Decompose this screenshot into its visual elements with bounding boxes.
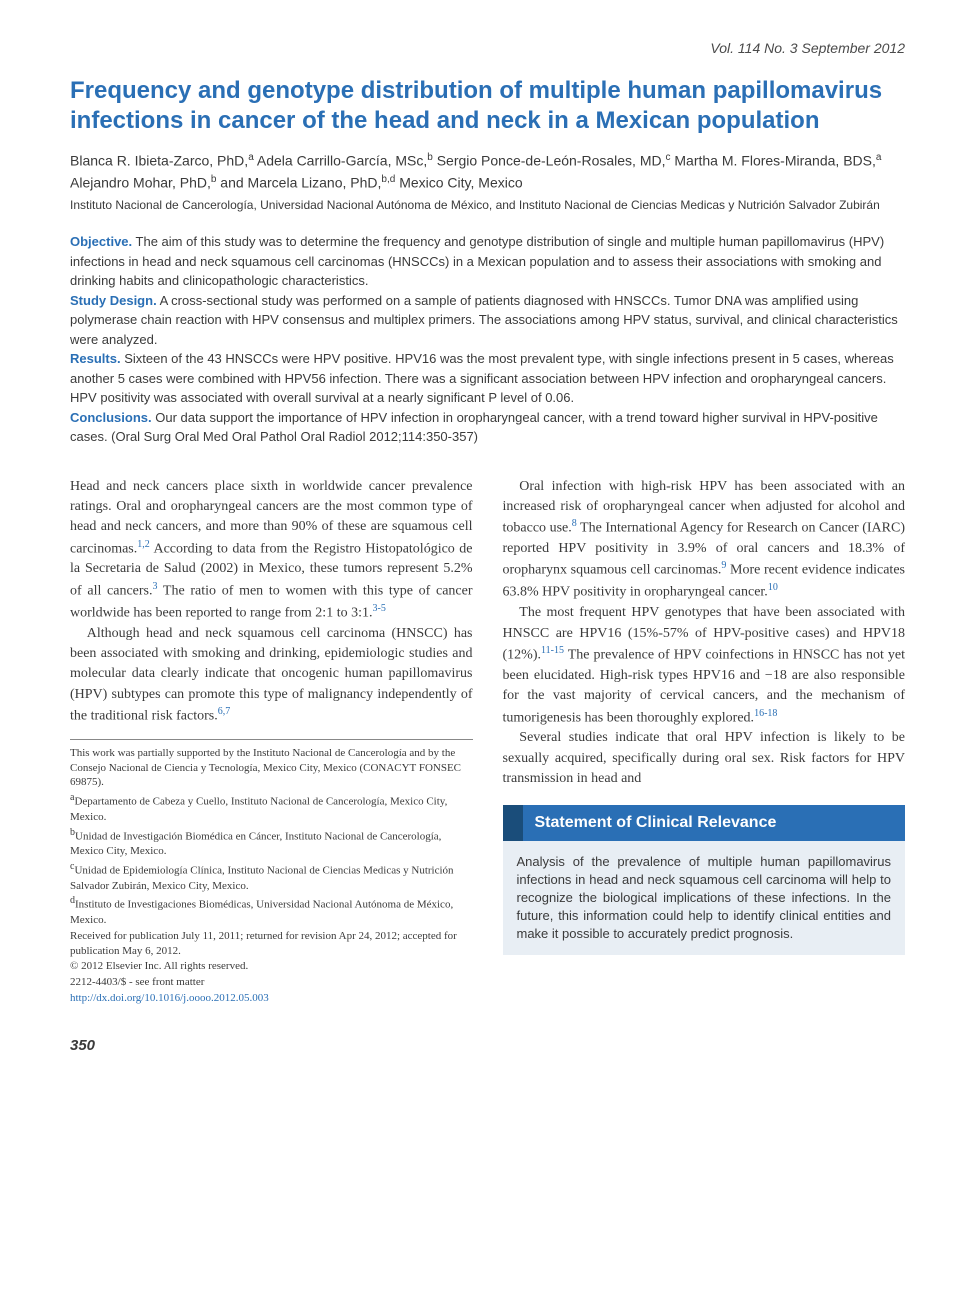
body-para-r1: Oral infection with high-risk HPV has be… bbox=[503, 477, 906, 604]
design-label: Study Design. bbox=[70, 293, 157, 308]
footnotes-block: This work was partially supported by the… bbox=[70, 739, 473, 1006]
affil-b: bUnidad de Investigación Biomédica en Cá… bbox=[70, 826, 473, 859]
body-para-r2: The most frequent HPV genotypes that hav… bbox=[503, 603, 906, 728]
body-para-r3: Several studies indicate that oral HPV i… bbox=[503, 728, 906, 789]
conclusions-label: Conclusions. bbox=[70, 410, 152, 425]
affiliations-summary: Instituto Nacional de Cancerología, Univ… bbox=[70, 197, 905, 214]
ref-10[interactable]: 10 bbox=[768, 582, 778, 593]
ref-16-18[interactable]: 16-18 bbox=[754, 708, 777, 719]
right-column: Oral infection with high-risk HPV has be… bbox=[503, 477, 906, 1007]
funding-note: This work was partially supported by the… bbox=[70, 746, 473, 791]
abstract-block: Objective. The aim of this study was to … bbox=[70, 232, 905, 447]
results-text: Sixteen of the 43 HNSCCs were HPV positi… bbox=[70, 351, 894, 405]
relevance-body: Analysis of the prevalence of multiple h… bbox=[503, 841, 906, 956]
results-label: Results. bbox=[70, 351, 121, 366]
clinical-relevance-box: Statement of Clinical Relevance Analysis… bbox=[503, 805, 906, 955]
affil-d: dInstituto de Investigaciones Biomédicas… bbox=[70, 894, 473, 927]
objective-text: The aim of this study was to determine t… bbox=[70, 234, 884, 288]
ref-3-5[interactable]: 3-5 bbox=[372, 603, 385, 614]
doi-link[interactable]: http://dx.doi.org/10.1016/j.oooo.2012.05… bbox=[70, 991, 473, 1006]
issn-note: 2212-4403/$ - see front matter bbox=[70, 975, 473, 990]
objective-label: Objective. bbox=[70, 234, 132, 249]
affil-c: cUnidad de Epidemiología Clínica, Instit… bbox=[70, 860, 473, 893]
left-column: Head and neck cancers place sixth in wor… bbox=[70, 477, 473, 1007]
body-columns: Head and neck cancers place sixth in wor… bbox=[70, 477, 905, 1007]
text-span: Although head and neck squamous cell car… bbox=[70, 626, 473, 724]
author-list: Blanca R. Ibieta-Zarco, PhD,a Adela Carr… bbox=[70, 150, 905, 193]
intro-para-2: Although head and neck squamous cell car… bbox=[70, 624, 473, 727]
received-note: Received for publication July 11, 2011; … bbox=[70, 929, 473, 959]
ref-6-7[interactable]: 6,7 bbox=[218, 706, 231, 717]
issue-info: Vol. 114 No. 3 September 2012 bbox=[70, 40, 905, 56]
page-number: 350 bbox=[70, 1037, 905, 1054]
copyright-note: © 2012 Elsevier Inc. All rights reserved… bbox=[70, 959, 473, 974]
article-title: Frequency and genotype distribution of m… bbox=[70, 76, 905, 136]
ref-1-2[interactable]: 1,2 bbox=[137, 539, 150, 550]
ref-11-15[interactable]: 11-15 bbox=[541, 645, 564, 656]
design-text: A cross-sectional study was performed on… bbox=[70, 293, 898, 347]
intro-para-1: Head and neck cancers place sixth in wor… bbox=[70, 477, 473, 624]
affil-a: aDepartamento de Cabeza y Cuello, Instit… bbox=[70, 791, 473, 824]
text-span: The prevalence of HPV coinfections in HN… bbox=[503, 648, 906, 726]
relevance-title: Statement of Clinical Relevance bbox=[503, 805, 906, 840]
conclusions-text: Our data support the importance of HPV i… bbox=[70, 410, 878, 445]
